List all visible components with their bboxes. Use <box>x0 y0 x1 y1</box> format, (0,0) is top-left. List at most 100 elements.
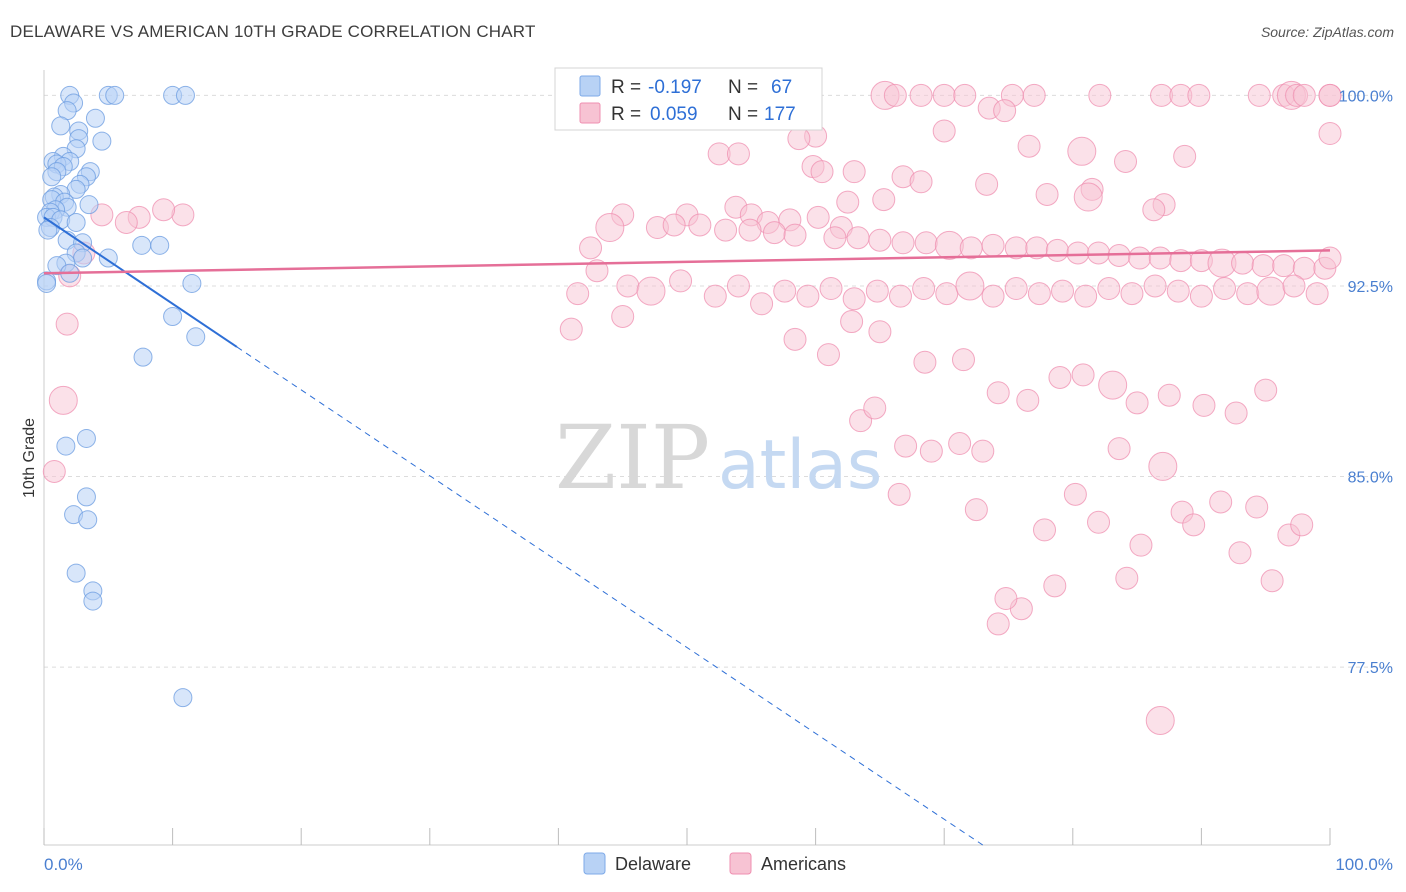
americans-point-145 <box>1063 482 1087 506</box>
delaware-point-2 <box>105 85 125 105</box>
americans-point-111 <box>1120 282 1144 306</box>
americans-point-101 <box>888 284 912 308</box>
americans-point-26 <box>1067 136 1097 166</box>
americans-point-43 <box>1142 198 1166 222</box>
americans-point-119 <box>1305 282 1329 306</box>
americans-point-57 <box>738 218 762 242</box>
legend-n-label-americans: N = <box>728 104 758 125</box>
americans-point-130 <box>1098 370 1128 400</box>
americans-point-149 <box>1209 490 1233 514</box>
americans-point-168 <box>55 312 79 336</box>
stats-legend: R = -0.197 N = 67 R = 0.059 N = 177 <box>554 67 823 131</box>
americans-point-161 <box>1129 533 1153 557</box>
americans-point-150 <box>1245 495 1269 519</box>
americans-point-20 <box>993 99 1017 123</box>
americans-point-36 <box>975 172 999 196</box>
bottom-legend-label-delaware: Delaware <box>615 854 691 874</box>
americans-point-139 <box>894 434 918 458</box>
y-tick-labels: 100.0% 92.5% 85.0% 77.5% <box>1339 88 1393 677</box>
americans-point-146 <box>1087 510 1111 534</box>
y-tick-label-1: 92.5% <box>1348 279 1393 296</box>
americans-point-89 <box>616 274 640 298</box>
delaware-point-7 <box>85 108 105 128</box>
legend-r-value-delaware: -0.197 <box>648 77 702 98</box>
bottom-legend-swatch-delaware <box>583 852 606 875</box>
americans-point-141 <box>948 432 972 456</box>
americans-point-117 <box>1256 276 1286 306</box>
americans-point-74 <box>1128 246 1152 270</box>
americans-point-118 <box>1282 274 1306 298</box>
americans-point-97 <box>796 284 820 308</box>
americans-point-114 <box>1189 284 1213 308</box>
delaware-point-35 <box>66 212 86 232</box>
americans-point-103 <box>935 282 959 306</box>
americans-point-10 <box>1187 83 1211 107</box>
legend-swatch-delaware <box>579 75 601 97</box>
x-tick-labels: 0.0% 100.0% <box>44 855 1393 874</box>
americans-point-59 <box>783 223 807 247</box>
americans-point-115 <box>1213 277 1237 301</box>
americans-point-110 <box>1097 277 1121 301</box>
americans-point-40 <box>872 188 896 212</box>
legend-swatch-americans <box>579 102 601 124</box>
americans-point-143 <box>1148 451 1178 481</box>
delaware-point-61 <box>83 591 103 611</box>
americans-point-90 <box>611 304 635 328</box>
americans-point-122 <box>840 310 864 334</box>
legend-n-value-delaware: 67 <box>771 77 792 98</box>
americans-point-113 <box>1166 279 1190 303</box>
americans-point-98 <box>819 277 843 301</box>
americans-point-144 <box>887 482 911 506</box>
chart-title: DELAWARE VS AMERICAN 10TH GRADE CORRELAT… <box>10 22 536 41</box>
bottom-legend-swatch-americans <box>729 852 752 875</box>
americans-point-80 <box>1251 254 1275 278</box>
americans-point-123 <box>816 343 840 367</box>
x-tick-label-max: 100.0% <box>1335 855 1393 874</box>
delaware-point-20 <box>42 167 62 187</box>
americans-point-85 <box>579 236 603 260</box>
americans-point-167 <box>171 203 195 227</box>
delaware-point-50 <box>37 273 57 293</box>
americans-point-142 <box>1107 437 1131 461</box>
delaware-trend-line <box>43 216 238 348</box>
americans-point-2 <box>909 83 933 107</box>
americans-point-169 <box>48 385 78 415</box>
americans-point-61 <box>846 226 870 250</box>
americans-point-21 <box>932 119 956 143</box>
delaware-point-11 <box>92 131 112 151</box>
americans-point-8 <box>1150 83 1174 107</box>
americans-point-134 <box>1224 401 1248 425</box>
y-tick-label-2: 85.0% <box>1348 470 1393 487</box>
americans-point-135 <box>1254 378 1278 402</box>
americans-point-17 <box>1318 83 1342 107</box>
americans-point-133 <box>1192 393 1216 417</box>
americans-point-60 <box>823 226 847 250</box>
americans-point-105 <box>981 284 1005 308</box>
americans-point-129 <box>1071 363 1095 387</box>
americans-point-67 <box>981 233 1005 257</box>
americans-point-4 <box>953 83 977 107</box>
delaware-point-41 <box>150 235 170 255</box>
americans-point-29 <box>1173 144 1197 168</box>
delaware-point-40 <box>132 235 152 255</box>
americans-point-158 <box>964 498 988 522</box>
delaware-point-55 <box>56 436 76 456</box>
americans-point-28 <box>726 142 750 166</box>
americans-point-56 <box>714 218 738 242</box>
americans-point-108 <box>1051 279 1075 303</box>
legend-r-value-americans: 0.059 <box>650 104 698 125</box>
americans-point-152 <box>1228 541 1252 565</box>
watermark-atlas: atlas <box>718 426 882 505</box>
americans-point-33 <box>810 160 834 184</box>
americans-point-81 <box>1272 254 1296 278</box>
delaware-point-43 <box>73 248 93 268</box>
americans-point-70 <box>1045 238 1069 262</box>
americans-point-65 <box>934 230 964 260</box>
americans-point-63 <box>891 231 915 255</box>
americans-point-124 <box>913 350 937 374</box>
delaware-point-52 <box>186 327 206 347</box>
americans-point-41 <box>836 190 860 214</box>
americans-point-72 <box>1087 241 1111 265</box>
delaware-point-54 <box>76 428 96 448</box>
